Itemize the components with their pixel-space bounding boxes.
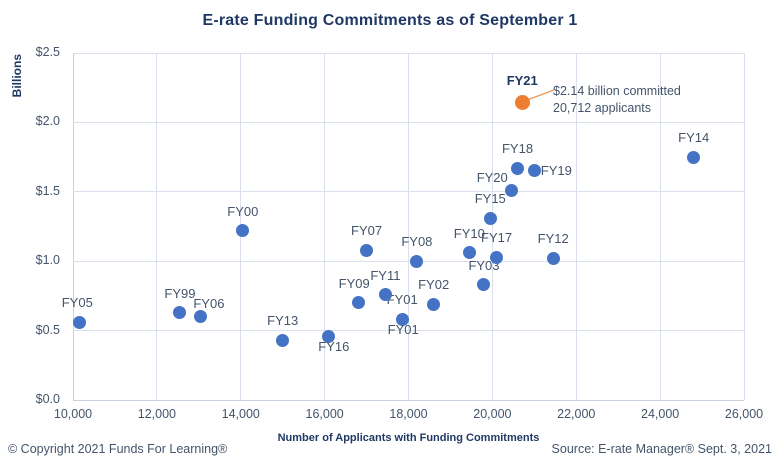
data-point-label-fy00: FY00 <box>227 203 259 219</box>
data-point-fy08 <box>410 254 424 268</box>
x-tick-label: 20,000 <box>473 407 512 421</box>
x-axis-title: Number of Applicants with Funding Commit… <box>277 432 540 444</box>
data-point-fy02 <box>427 297 441 311</box>
gridline-horizontal <box>73 121 744 123</box>
y-tick-label: $1.5 <box>35 183 60 198</box>
data-point-fy15 <box>483 211 497 225</box>
gridline-vertical <box>324 53 326 400</box>
annotation-applicants-text: 20,712 applicants <box>553 101 651 115</box>
gridline-horizontal <box>73 260 744 262</box>
data-point-fy09 <box>351 296 365 310</box>
data-point-fy00 <box>236 224 250 238</box>
data-point-label-fy99: FY99 <box>164 285 196 301</box>
y-tick-label: $2.5 <box>35 45 60 59</box>
gridline-vertical <box>659 53 661 400</box>
data-point-label-fy06: FY06 <box>193 295 225 311</box>
x-tick-label: 10,000 <box>53 407 93 421</box>
data-point-label-fy18: FY18 <box>501 141 534 157</box>
data-point-fy05 <box>72 315 86 329</box>
extra-data-label-fy01: FY01 <box>387 322 419 338</box>
y-tick-label: $2.0 <box>35 114 60 129</box>
x-tick-label: 14,000 <box>221 407 260 421</box>
x-tick-label: 18,000 <box>389 407 428 421</box>
data-point-fy01 <box>395 312 409 326</box>
gridline-vertical <box>743 53 745 400</box>
gridline-horizontal <box>73 399 744 401</box>
data-point-label-fy17: FY17 <box>481 230 513 246</box>
data-point-label-fy12: FY12 <box>537 231 569 247</box>
data-point-label-fy15: FY15 <box>474 191 506 207</box>
data-point-label-fy13: FY13 <box>267 313 299 329</box>
data-point-label-fy16: FY16 <box>318 339 350 355</box>
data-point-fy03 <box>477 278 491 292</box>
y-tick-label: $0.5 <box>35 322 60 337</box>
data-point-fy19 <box>527 164 541 178</box>
data-point-label-fy02: FY02 <box>418 277 450 293</box>
data-point-fy13 <box>276 333 290 347</box>
data-point-fy14 <box>687 150 701 164</box>
leader-line <box>526 89 555 101</box>
gridline-vertical <box>72 53 74 400</box>
data-point-label-fy14: FY14 <box>678 130 710 146</box>
data-point-fy18 <box>511 161 525 175</box>
data-point-label-fy01: FY01 <box>386 292 418 308</box>
data-point-label-fy10: FY10 <box>453 225 485 241</box>
source-text: Source: E-rate Manager® Sept. 3, 2021 <box>551 442 772 456</box>
data-point-label-fy19: FY19 <box>540 162 572 178</box>
x-tick-label: 22,000 <box>557 407 596 421</box>
gridline-horizontal <box>73 330 744 332</box>
data-point-fy99 <box>173 306 187 320</box>
copyright-text: © Copyright 2021 Funds For Learning® <box>8 442 228 456</box>
data-point-fy11 <box>378 288 392 301</box>
y-tick-label: $1.0 <box>35 253 60 268</box>
data-point-fy12 <box>546 251 560 265</box>
gridline-horizontal <box>73 52 744 54</box>
data-point-fy20 <box>504 183 518 197</box>
annotation-leader-line <box>526 89 555 101</box>
data-point-fy16 <box>322 329 336 343</box>
x-tick-label: 12,000 <box>137 407 176 421</box>
gridline-vertical <box>575 53 577 400</box>
annotation-committed-text: $2.14 billion committed <box>553 84 681 98</box>
data-point-label-fy07: FY07 <box>351 223 383 239</box>
y-tick-label: $0.0 <box>35 392 60 406</box>
data-point-fy17 <box>490 250 504 264</box>
data-point-label-fy20: FY20 <box>476 170 508 186</box>
gridline-vertical <box>491 53 493 400</box>
data-point-label-fy08: FY08 <box>401 234 433 250</box>
data-point-fy21 <box>514 95 530 111</box>
data-point-label-fy05: FY05 <box>61 295 93 311</box>
chart-title: E-rate Funding Commitments as of Septemb… <box>202 12 578 29</box>
data-point-label-fy09: FY09 <box>338 275 370 291</box>
gridline-horizontal <box>73 191 744 193</box>
x-tick-label: 26,000 <box>724 407 764 421</box>
data-point-fy07 <box>360 243 374 257</box>
data-point-label-fy03: FY03 <box>468 257 500 273</box>
gridline-vertical <box>156 53 158 400</box>
x-tick-label: 16,000 <box>305 407 344 421</box>
data-point-fy10 <box>462 246 476 260</box>
data-point-label-fy11: FY11 <box>370 267 401 283</box>
x-tick-label: 24,000 <box>641 407 680 421</box>
gridline-vertical <box>408 53 409 400</box>
data-point-label-fy21: FY21 <box>506 72 538 88</box>
data-point-fy06 <box>194 310 208 324</box>
